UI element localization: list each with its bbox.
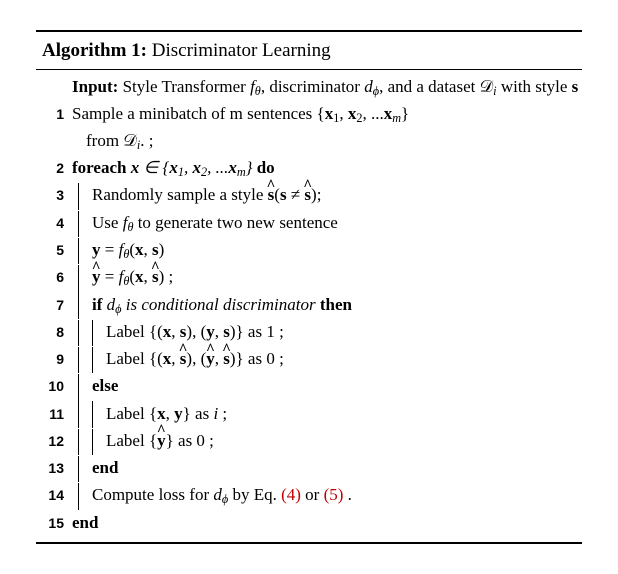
line-number: 13 xyxy=(38,458,72,480)
line-1: 1 Sample a minibatch of m sentences {x1,… xyxy=(38,101,580,128)
line-number: 3 xyxy=(38,185,72,207)
line-number: 15 xyxy=(38,513,72,535)
line-number: 10 xyxy=(38,376,72,398)
input-label: Input: xyxy=(72,77,118,96)
eq-ref-5[interactable]: (5) xyxy=(324,485,344,504)
algorithm-title-row: Algorithm 1: Discriminator Learning xyxy=(36,32,582,70)
line-11: 11 Label {x, y} as i ; xyxy=(38,401,580,428)
line-number: 8 xyxy=(38,322,72,344)
line-9: 9 Label {(x, s), (y, s)} as 0 ; xyxy=(38,346,580,373)
line-14: 14 Compute loss for dϕ by Eq. (4) or (5)… xyxy=(38,482,580,509)
line-7: 7 if dϕ is conditional discriminator the… xyxy=(38,292,580,319)
algorithm-body: Input: Style Transformer fθ, discriminat… xyxy=(36,70,582,542)
line-number: 12 xyxy=(38,431,72,453)
line-3: 3 Randomly sample a style s(s ≠ s); xyxy=(38,182,580,209)
algorithm-block: Algorithm 1: Discriminator Learning Inpu… xyxy=(36,30,582,544)
line-number: 11 xyxy=(38,404,72,426)
line-6: 6 y = fθ(x, s) ; xyxy=(38,264,580,291)
line-8: 8 Label {(x, s), (y, s)} as 1 ; xyxy=(38,319,580,346)
line-4: 4 Use fθ to generate two new sentence xyxy=(38,210,580,237)
line-number: 4 xyxy=(38,213,72,235)
line-number: 2 xyxy=(38,158,72,180)
line-number: 6 xyxy=(38,267,72,289)
eq-ref-4[interactable]: (4) xyxy=(281,485,301,504)
line-13: 13 end xyxy=(38,455,580,482)
line-1-cont: from 𝒟i. ; xyxy=(38,128,580,155)
line-5: 5 y = fθ(x, s) xyxy=(38,237,580,264)
line-number: 1 xyxy=(38,104,72,126)
line-12: 12 Label {y} as 0 ; xyxy=(38,428,580,455)
line-15: 15 end xyxy=(38,510,580,536)
algorithm-name: Discriminator Learning xyxy=(147,40,331,61)
line-10: 10 else xyxy=(38,373,580,400)
input-content: Input: Style Transformer fθ, discriminat… xyxy=(72,74,580,101)
line-number: 7 xyxy=(38,295,72,317)
line-number: 14 xyxy=(38,485,72,507)
line-number: 9 xyxy=(38,349,72,371)
input-row: Input: Style Transformer fθ, discriminat… xyxy=(38,74,580,101)
line-number: 5 xyxy=(38,240,72,262)
algorithm-number: Algorithm 1: xyxy=(42,40,147,61)
